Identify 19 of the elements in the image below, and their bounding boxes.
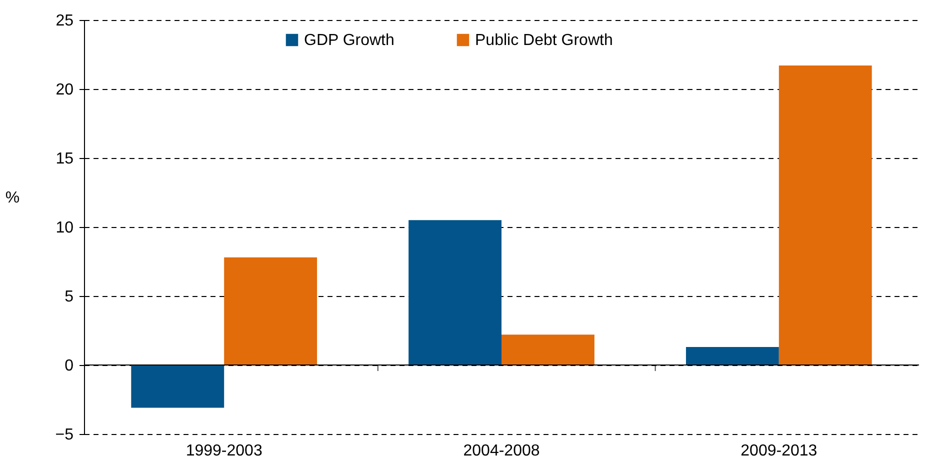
y-tick-label: 10 <box>56 220 74 236</box>
bar <box>778 66 872 365</box>
bar <box>408 220 502 365</box>
bar <box>686 347 779 365</box>
x-tick-label: 2004-2008 <box>463 442 540 460</box>
y-tick-label: 15 <box>56 150 74 168</box>
bar <box>131 365 224 408</box>
legend-label: Public Debt Growth <box>475 32 613 49</box>
bar <box>502 334 594 365</box>
y-tick-label: 5 <box>64 288 74 306</box>
y-tick-label: 25 <box>56 12 74 30</box>
bar <box>224 257 318 365</box>
y-tick-label: −5 <box>55 426 74 444</box>
legend-label: GDP Growth <box>304 32 394 49</box>
x-tick-label: 2009-2013 <box>740 442 818 460</box>
x-tick-label: 1999-2003 <box>186 442 262 460</box>
y-tick-label: 20 <box>56 82 74 98</box>
y-tick-label: 0 <box>64 358 74 374</box>
y-axis-title: % <box>5 190 20 206</box>
